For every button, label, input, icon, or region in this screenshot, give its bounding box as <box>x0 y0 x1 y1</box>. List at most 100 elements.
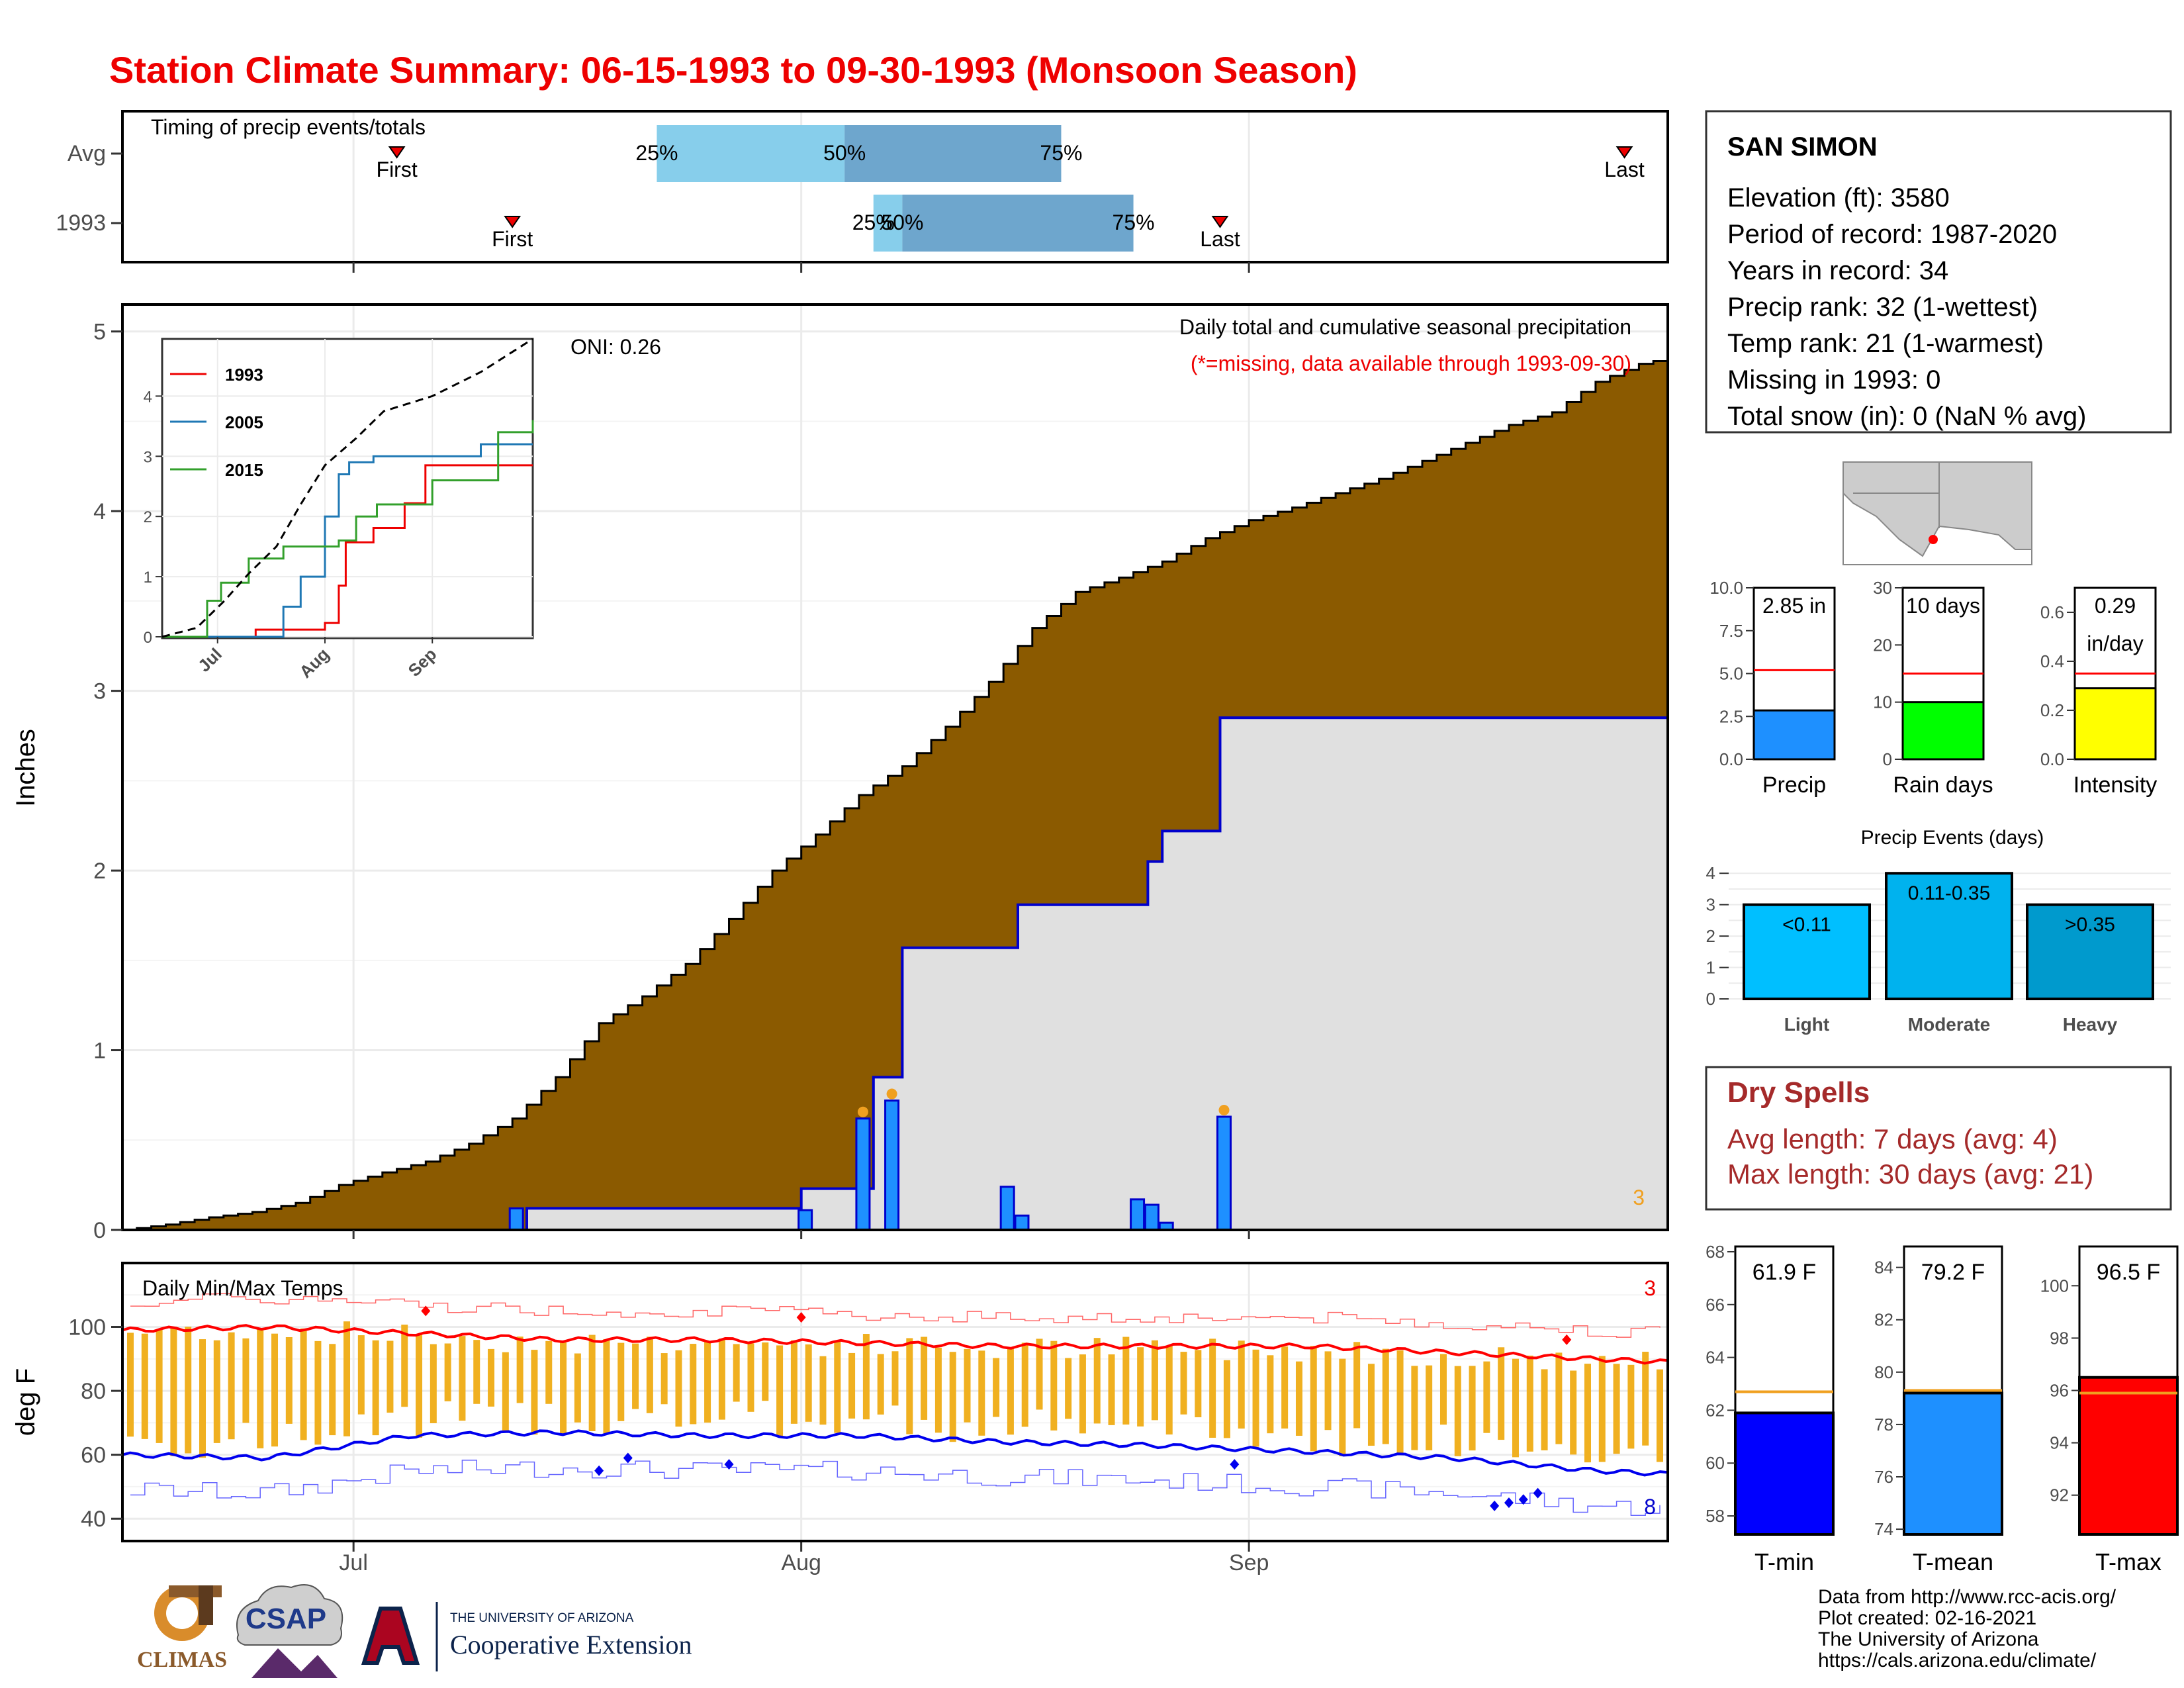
temp-day-bar <box>993 1358 1000 1417</box>
temp-day-bar <box>1267 1355 1274 1434</box>
temp-day-bar <box>675 1350 682 1427</box>
temp-day-bar <box>1281 1346 1289 1429</box>
temp-day-bar <box>1526 1355 1533 1452</box>
temp-day-bar <box>848 1352 856 1419</box>
temp-day-bar <box>690 1344 697 1425</box>
inset-average-line <box>161 338 533 638</box>
event-ytick: 0 <box>1706 989 1715 1009</box>
record-marker <box>594 1465 604 1476</box>
temp-day-bar <box>430 1344 437 1423</box>
daily-precip-bar <box>508 1207 524 1231</box>
temp-day-bar <box>213 1340 220 1443</box>
events-plot: <0.11 Light 0.11-0.35 Moderate >0.35 Heavy 0 1 2… <box>1706 863 2171 1035</box>
temp-day-bar <box>1137 1347 1144 1427</box>
legend-1993: 1993 <box>225 365 263 385</box>
mini-bar-ytick: 0.4 <box>2040 651 2064 671</box>
temp-day-bar <box>819 1356 827 1425</box>
mini-bar-ytick: 20 <box>1873 635 1892 655</box>
precip-panel-title: Daily total and cumulative seasonal prec… <box>1179 315 1631 339</box>
ua-logo: THE UNIVERSITY OF ARIZONA Cooperative Ex… <box>361 1602 692 1671</box>
timing-row-1993: 1993 <box>56 211 106 236</box>
temp-day-bar <box>502 1352 509 1431</box>
record-marker <box>1518 1494 1528 1505</box>
mini-bar-value-label-2: in/day <box>2087 632 2143 655</box>
temp-daily-range-bars <box>127 1321 1663 1463</box>
temp-bar-value-label: 96.5 F <box>2097 1260 2160 1285</box>
temp-day-bar <box>1570 1370 1577 1455</box>
record-marker <box>796 1312 806 1323</box>
event-label: Moderate <box>1908 1014 1990 1035</box>
mini-bar-ytick: 30 <box>1873 578 1892 598</box>
temp-day-bar <box>1367 1364 1375 1446</box>
mini-bar-intensity: 0.29 in/day 0.0 0.2 0.4 0.6 Intensity <box>2040 586 2158 798</box>
temp-day-bar <box>762 1342 769 1401</box>
mini-bar-label: Intensity <box>2073 773 2158 798</box>
temp-day-bar <box>877 1354 884 1415</box>
inset-ytick: 0 <box>144 629 152 647</box>
timing-avg-q2-box <box>844 125 1062 182</box>
event-label: Heavy <box>2063 1014 2118 1035</box>
footer-line-2: Plot created: 02-16-2021 <box>1818 1607 2036 1629</box>
page-title: Station Climate Summary: 06-15-1993 to 0… <box>109 49 1357 91</box>
footer-credits: Data from http://www.rcc-acis.org/ Plot … <box>1818 1586 2116 1671</box>
temp-day-bar <box>704 1341 711 1423</box>
mini-bar-ytick: 0.0 <box>2040 749 2064 769</box>
inset-ytick: 1 <box>144 569 152 586</box>
temp-day-bar <box>185 1327 192 1454</box>
temp-day-bar <box>416 1335 423 1438</box>
inset-line-1993 <box>162 464 533 638</box>
temp-day-bar <box>964 1348 971 1423</box>
temp-day-bar <box>747 1343 754 1412</box>
mini-bar-ytick: 0.6 <box>2040 602 2064 622</box>
temp-day-bar <box>1454 1366 1461 1456</box>
temp-count-red: 3 <box>1644 1276 1656 1300</box>
event-bar-light <box>1743 903 1871 1001</box>
temp-day-bar <box>1426 1365 1433 1450</box>
temp-day-bar <box>1613 1364 1620 1454</box>
temp-day-bar <box>387 1340 394 1413</box>
precip-y-axis: 0 1 2 3 4 5 <box>93 320 1250 1243</box>
temp-day-bar <box>1324 1351 1332 1430</box>
record-marker <box>1490 1500 1500 1511</box>
temp-y-axis: 40 60 80 100 <box>68 1315 122 1532</box>
temp-bar-label: T-max <box>2095 1548 2161 1575</box>
mini-bar-label: Precip <box>1762 773 1826 798</box>
record-marker <box>1230 1459 1240 1470</box>
daily-precip-marker <box>886 1088 897 1100</box>
event-ytick: 4 <box>1706 863 1715 883</box>
temp-day-bar <box>646 1336 653 1413</box>
csap-logo: CSAP <box>236 1584 343 1678</box>
temp-day-bar <box>1310 1346 1317 1452</box>
event-range-label: 0.11-0.35 <box>1908 882 1991 904</box>
temp-day-bar <box>1209 1338 1216 1438</box>
temp-bar-ytick: 62 <box>1706 1400 1725 1420</box>
temp-bar-value <box>1734 1411 1835 1536</box>
temp-day-bar <box>271 1333 279 1447</box>
temp-day-bar <box>401 1325 408 1407</box>
station-location-dot <box>1929 535 1938 544</box>
temp-bar-value <box>1903 1391 2003 1536</box>
temp-day-bar <box>1065 1358 1072 1419</box>
ua-logo-big-text: Cooperative Extension <box>450 1630 692 1660</box>
precip-ytick: 2 <box>93 859 106 884</box>
temp-day-bar <box>199 1339 206 1458</box>
mini-bar-value-label: 2.85 in <box>1762 594 1826 618</box>
footer-line-1: Data from http://www.rcc-acis.org/ <box>1818 1586 2116 1608</box>
dry-spells-avg: Avg length: 7 days (avg: 4) <box>1727 1123 2058 1154</box>
mini-bar-label: Rain days <box>1893 773 1993 798</box>
precip-panel: 0 1 2 3 4 5 Inches Daily total and cumulative… <box>11 303 1669 1243</box>
inset-line-2005 <box>162 443 533 638</box>
temp-day-bar <box>488 1348 495 1407</box>
event-ytick: 1 <box>1706 958 1715 978</box>
station-line-6: Missing in 1993: 0 <box>1727 365 1940 395</box>
temp-day-bar <box>906 1338 913 1434</box>
temp-day-bar <box>1627 1364 1635 1449</box>
temp-day-bar <box>617 1342 625 1421</box>
events-title: Precip Events (days) <box>1861 827 2044 849</box>
ua-a-icon <box>361 1607 420 1665</box>
temp-day-bar <box>127 1333 134 1437</box>
temp-bar-ytick: 68 <box>1706 1242 1725 1262</box>
station-line-1: Elevation (ft): 3580 <box>1727 183 1950 212</box>
inset-ytick: 2 <box>144 508 152 526</box>
daily-precip-marker <box>857 1106 868 1117</box>
